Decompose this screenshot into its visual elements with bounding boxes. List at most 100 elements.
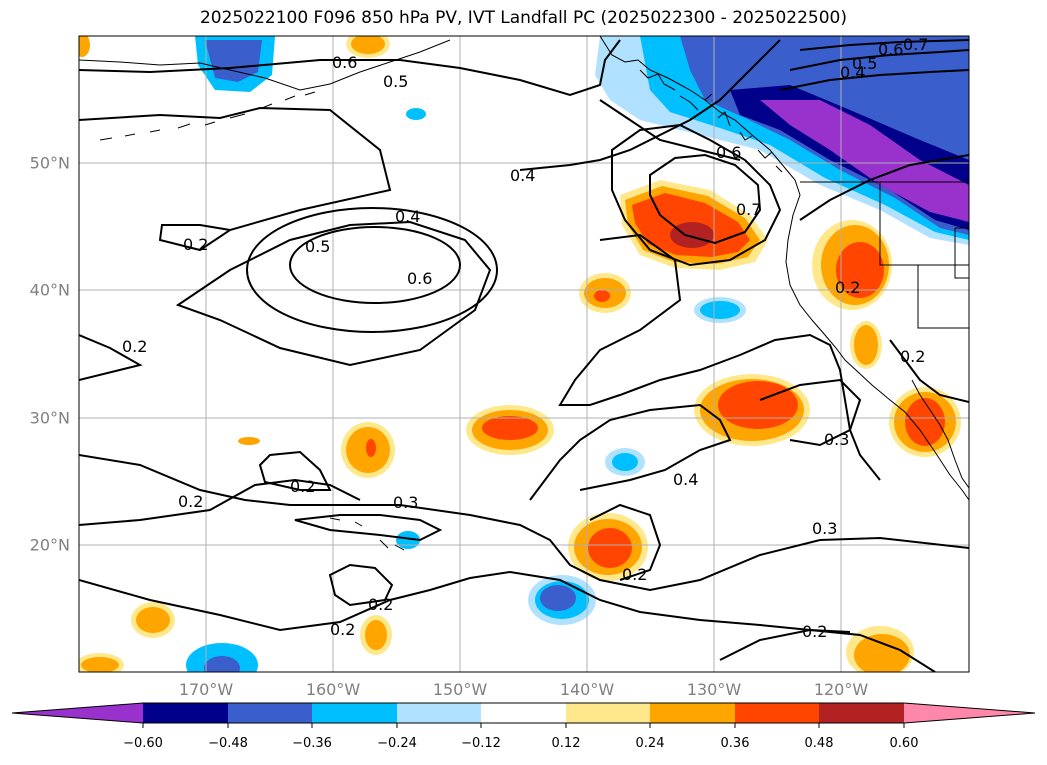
- map-title: 2025022100 F096 850 hPa PV, IVT Landfall…: [199, 8, 847, 28]
- contour-line: [175, 220, 492, 367]
- contour-line: [519, 39, 781, 171]
- lat-tick-label: 50°N: [29, 153, 70, 173]
- positive-shading: [905, 398, 945, 446]
- positive-shading: [854, 634, 910, 672]
- colorbar-tick-label: 0.24: [635, 736, 665, 751]
- colorbar-tick-label: 0.12: [551, 736, 581, 751]
- lon-tick-label: 130°W: [686, 680, 742, 699]
- contour-line: [889, 339, 969, 403]
- contour-label: 0.2: [290, 477, 315, 496]
- colorbar-tick-label: 0.60: [889, 736, 919, 751]
- contour-line: [799, 154, 969, 221]
- contour-line: [328, 563, 394, 607]
- contour-line: [79, 570, 851, 633]
- contour-line: [79, 39, 621, 97]
- colorbar-tick-label: −0.36: [292, 736, 332, 751]
- colorbar-segment: [143, 703, 228, 723]
- contour-label: 0.2: [900, 347, 925, 366]
- colorbar-tick-label: −0.12: [461, 736, 501, 751]
- colorbar-tick-label: −0.60: [123, 736, 163, 751]
- contour-label: 0.4: [510, 166, 535, 185]
- contour-label: 0.5: [383, 72, 408, 91]
- lon-tick-label: 150°W: [432, 680, 488, 699]
- contour-line: [789, 49, 969, 71]
- colorbar-tick-label: −0.48: [208, 736, 248, 751]
- contour-line: [589, 503, 662, 581]
- contour-line: [759, 378, 862, 447]
- positive-shading: [588, 528, 632, 568]
- contour-label: 0.6: [878, 40, 903, 59]
- contour-line: [294, 514, 443, 542]
- contour-line: [79, 478, 361, 526]
- contour-label: 0.6: [716, 143, 741, 162]
- contour-line: [558, 233, 881, 481]
- lat-tick-label: 30°N: [29, 408, 70, 428]
- positive-shading: [482, 416, 538, 440]
- lon-tick-label: 120°W: [813, 680, 869, 699]
- positive-shading: [366, 439, 376, 457]
- colorbar-segment: [481, 703, 566, 723]
- lon-tick-label: 140°W: [559, 680, 615, 699]
- colorbar-segment: [228, 703, 312, 723]
- colorbar-segment: [735, 703, 819, 723]
- negative-shading: [540, 585, 576, 611]
- colorbar: [11, 702, 1036, 728]
- contour-line: [611, 123, 782, 267]
- contour-label: 0.2: [178, 492, 203, 511]
- colorbar-segment: [650, 703, 735, 723]
- positive-shading: [136, 607, 170, 633]
- contour-label: 0.3: [812, 519, 837, 538]
- negative-shading: [204, 656, 240, 672]
- contour-line: [79, 334, 143, 381]
- positive-shading: [718, 381, 798, 429]
- contour-label: 0.2: [330, 620, 355, 639]
- positive-shading: [351, 36, 385, 54]
- contour-label: 0.3: [824, 430, 849, 449]
- contour-label: 0.4: [673, 470, 698, 489]
- north-america-coast: [599, 36, 969, 501]
- positive-shading: [365, 620, 387, 650]
- contour-line: [649, 153, 762, 245]
- contour-line: [719, 628, 936, 672]
- contour-label: 0.7: [736, 200, 761, 219]
- contour-label: 0.4: [840, 63, 865, 82]
- contour-label: 0.2: [622, 565, 647, 584]
- positive-shading: [854, 325, 878, 365]
- contour-labels: 0.6 0.5 0.4 0.4 0.5 0.6 0.2 0.2 0.2 0.2 …: [122, 36, 928, 641]
- colorbar-segment: [397, 703, 481, 723]
- contour-line: [799, 39, 969, 51]
- contour-label: 0.6: [332, 53, 357, 72]
- negative-shading: [700, 301, 740, 319]
- baja-coast: [911, 379, 969, 489]
- lat-tick-label: 40°N: [29, 280, 70, 300]
- contour-label: 0.5: [852, 54, 877, 73]
- colorbar-segment: [819, 703, 904, 723]
- contour-line: [779, 69, 969, 91]
- colorbar-tick-label: 0.48: [804, 736, 834, 751]
- contour-line: [599, 99, 741, 161]
- contour-label: 0.2: [835, 278, 860, 297]
- contour-line: [289, 226, 461, 304]
- colorbar-segment: [312, 703, 397, 723]
- state-border: [800, 181, 969, 329]
- contour-label: 0.2: [183, 235, 208, 254]
- negative-shading: [612, 453, 638, 471]
- contour-label: 0.4: [395, 207, 420, 226]
- negative-shading: [760, 100, 969, 222]
- contour-lines: [79, 39, 969, 672]
- positive-shading: [79, 36, 90, 57]
- colorbar-extend-left: [12, 703, 143, 723]
- contour-label: 0.2: [122, 337, 147, 356]
- positive-shading: [594, 290, 610, 302]
- positive-shading: [836, 242, 884, 298]
- aleutians: [99, 91, 316, 141]
- contour-label: 0.2: [368, 595, 393, 614]
- colorbar-tick-label: 0.36: [720, 736, 750, 751]
- contour-label: 0.5: [305, 237, 330, 256]
- positive-shading: [238, 437, 260, 445]
- contour-label: 0.3: [393, 493, 418, 512]
- contour-label: 0.6: [407, 269, 432, 288]
- coastlines: [79, 36, 969, 551]
- contour-label: 0.2: [802, 622, 827, 641]
- colorbar-tick-label: −0.24: [377, 736, 417, 751]
